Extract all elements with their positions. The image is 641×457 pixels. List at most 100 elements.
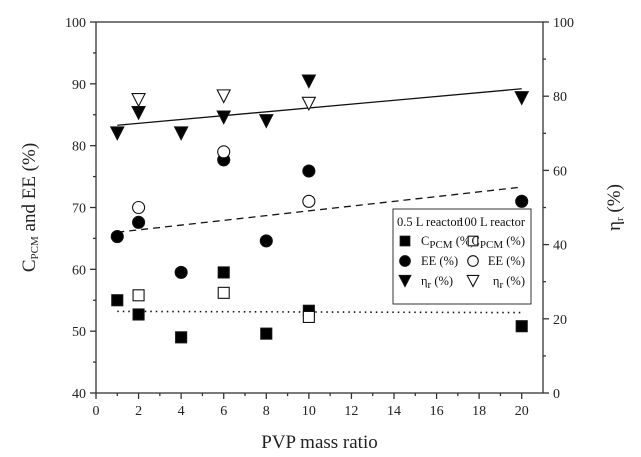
ee_05-point bbox=[259, 234, 273, 248]
x-tick-label: 8 bbox=[263, 404, 270, 419]
eta_05-point bbox=[216, 110, 232, 125]
legend-label-eta_05-main: η bbox=[421, 274, 428, 288]
y-left-axis-title: CPCM and EE (%) bbox=[19, 143, 41, 272]
ee_05-point bbox=[132, 215, 146, 229]
trend-lines bbox=[117, 88, 522, 314]
y-left-axis-title-main: C bbox=[19, 259, 40, 272]
legend-group-05-label: 0.5 L reactor bbox=[397, 215, 462, 229]
legend-label-cpcm_100: CPCM (%) bbox=[472, 234, 525, 251]
legend-label-ee_100-main: EE (%) bbox=[488, 254, 525, 268]
y-right-axis-title: ηr (%) bbox=[604, 184, 626, 231]
cpcm_05-point bbox=[260, 327, 273, 340]
trend-cpcm-line bbox=[117, 310, 522, 314]
x-tick-label: 10 bbox=[302, 404, 316, 419]
y-right-tick-label: 100 bbox=[553, 16, 574, 31]
eta_05-point bbox=[301, 74, 317, 89]
y-right-tick-label: 20 bbox=[553, 313, 567, 328]
ee_05-point bbox=[110, 230, 124, 244]
legend-label-eta_100: ηr (%) bbox=[493, 274, 525, 291]
cpcm_100-point bbox=[302, 310, 315, 323]
eta_05-point bbox=[109, 126, 125, 141]
legend-label-eta_100-sub: r bbox=[499, 279, 503, 291]
y-left-tick-label: 100 bbox=[65, 16, 86, 31]
y-left-axis-title-sub: PCM bbox=[29, 236, 41, 259]
legend-label-cpcm_100-sub: PCM bbox=[480, 239, 503, 251]
eta_100-point bbox=[216, 89, 232, 104]
eta_05-point bbox=[131, 106, 146, 121]
y-left-title-group: CPCM and EE (%) bbox=[19, 143, 41, 272]
y-left-axis-title-rest: and EE (%) bbox=[19, 143, 40, 236]
axes: 0 2 4 6 8 10 12 14 16 18 20 40 50 60 70 80 90 100 0 20 40 60 8… bbox=[65, 16, 574, 419]
ee_05-point bbox=[302, 164, 316, 178]
legend-group-100-label: 100 L reactor bbox=[458, 215, 526, 229]
legend-label-eta_05-rest: (%) bbox=[431, 274, 453, 288]
y-right-tick-label: 0 bbox=[553, 387, 560, 402]
y-right-axis-title-main: η bbox=[604, 221, 625, 231]
cpcm_05-point bbox=[217, 266, 230, 279]
legend-box bbox=[392, 208, 532, 305]
y-right-title-group: ηr (%) bbox=[604, 184, 626, 231]
y-left-tick-label: 60 bbox=[72, 263, 86, 278]
cpcm_100-point bbox=[217, 286, 230, 299]
ee_100-point bbox=[132, 200, 146, 215]
x-tick-label: 14 bbox=[387, 404, 401, 419]
legend-marker-ee_100 bbox=[467, 255, 479, 267]
x-tick-label: 0 bbox=[93, 404, 100, 419]
y-left-tick-label: 70 bbox=[72, 202, 86, 217]
y-left-tick-label: 40 bbox=[72, 387, 86, 402]
legend-label-cpcm_100-main: C bbox=[472, 234, 480, 248]
legend-marker-cpcm_05 bbox=[399, 235, 411, 247]
legend-marker-eta_05 bbox=[398, 274, 412, 288]
trend-ee-line bbox=[117, 186, 522, 233]
x-tick-label: 12 bbox=[344, 404, 358, 419]
eta_05-point bbox=[258, 114, 274, 129]
legend-label-cpcm_100-rest: (%) bbox=[503, 234, 525, 248]
legend-label-ee_05-main: EE (%) bbox=[421, 254, 458, 268]
y-right-tick-label: 60 bbox=[553, 164, 567, 179]
cpcm_05-point bbox=[175, 331, 188, 344]
eta_100-point bbox=[131, 93, 146, 108]
cpcm_05-point bbox=[111, 294, 124, 307]
ee_100-point bbox=[217, 145, 231, 159]
y-right-axis-title-rest: (%) bbox=[604, 184, 625, 217]
y-right-tick-label: 40 bbox=[553, 239, 567, 254]
legend-label-ee_05: EE (%) bbox=[421, 254, 458, 268]
y-right-tick-label: 80 bbox=[553, 90, 567, 105]
legend-marker-cpcm_100 bbox=[467, 235, 479, 247]
x-tick-label: 2 bbox=[135, 404, 142, 419]
cpcm_05-point bbox=[132, 308, 145, 321]
ee_05-point bbox=[515, 194, 529, 208]
ee_100-point bbox=[302, 194, 316, 208]
legend-marker-eta_100 bbox=[466, 274, 480, 288]
legend-label-eta_100-main: η bbox=[493, 274, 500, 288]
cpcm_05-point bbox=[515, 320, 528, 333]
legend-label-ee_100: EE (%) bbox=[488, 254, 525, 268]
plot-frame bbox=[95, 21, 544, 394]
y-left-tick-label: 80 bbox=[72, 140, 86, 155]
x-tick-label: 16 bbox=[430, 404, 444, 419]
y-left-tick-label: 50 bbox=[72, 325, 86, 340]
data-points bbox=[109, 74, 530, 344]
ee_05-point bbox=[174, 265, 188, 279]
y-right-axis-title-sub: r bbox=[614, 217, 626, 221]
x-tick-label: 18 bbox=[472, 404, 486, 419]
x-tick-label: 20 bbox=[515, 404, 529, 419]
legend-label-eta_05: ηr (%) bbox=[421, 274, 453, 291]
x-axis-title: PVP mass ratio bbox=[261, 432, 377, 453]
x-tick-label: 6 bbox=[220, 404, 227, 419]
cpcm_100-point bbox=[132, 289, 145, 302]
trend-eta-line bbox=[117, 88, 522, 126]
legend-label-cpcm_05-sub: PCM bbox=[429, 239, 452, 251]
legend-label-eta_100-rest: (%) bbox=[503, 274, 525, 288]
legend-label-cpcm_05-main: C bbox=[421, 234, 429, 248]
eta_05-point bbox=[514, 91, 530, 106]
legend-marker-ee_05 bbox=[399, 255, 411, 267]
y-left-tick-label: 90 bbox=[72, 78, 86, 93]
eta_05-point bbox=[173, 126, 189, 141]
legend-label-eta_05-sub: r bbox=[428, 279, 432, 291]
eta_100-point bbox=[301, 96, 317, 112]
x-tick-label: 4 bbox=[178, 404, 185, 419]
